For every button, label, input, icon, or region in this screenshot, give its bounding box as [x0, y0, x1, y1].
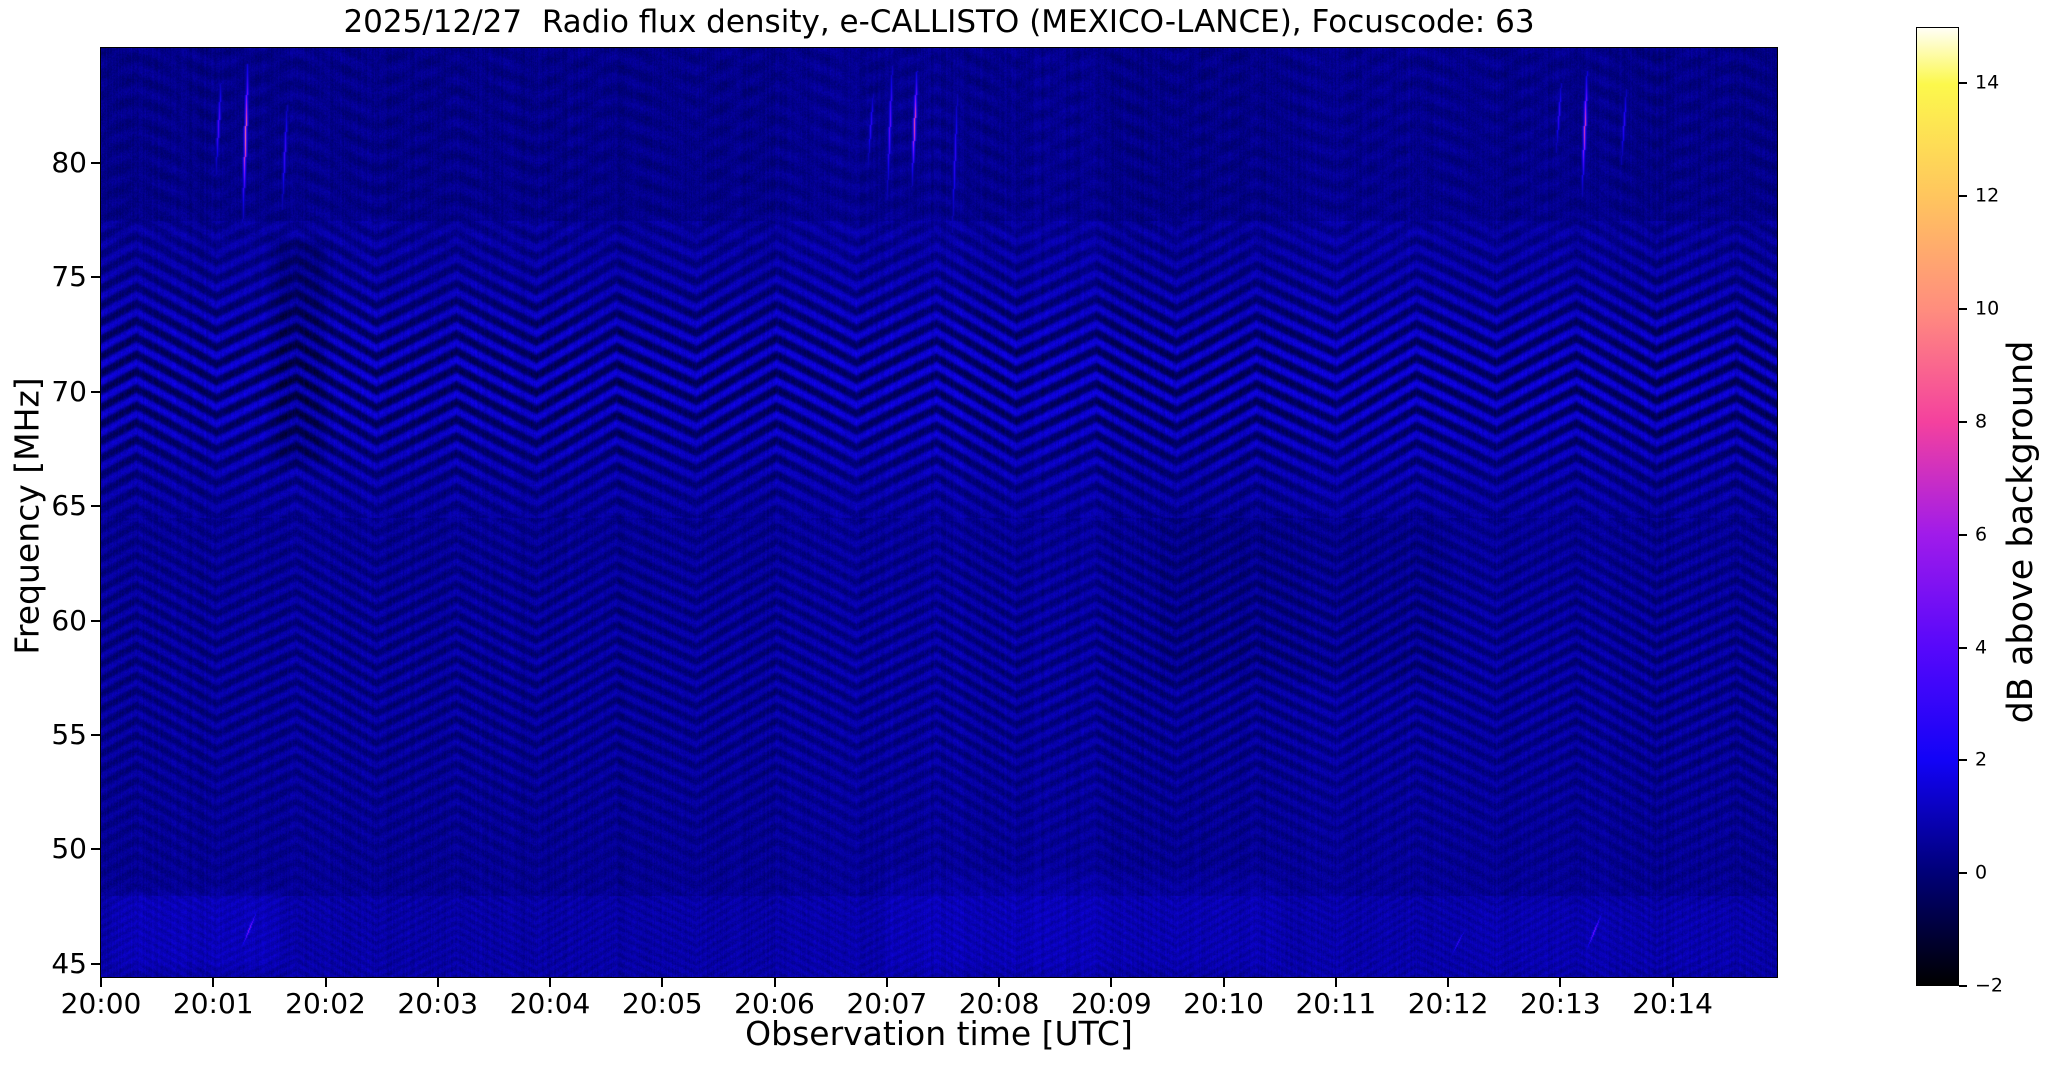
x-tick-mark — [1671, 978, 1674, 987]
x-tick-label: 20:02 — [285, 987, 366, 1020]
colorbar-tick-mark — [1959, 759, 1967, 762]
colorbar-tick-mark — [1959, 195, 1967, 198]
y-tick-mark — [91, 505, 100, 508]
x-tick-mark — [773, 978, 776, 987]
colorbar-tick-label: 0 — [1975, 861, 1988, 884]
x-tick-label: 20:10 — [1183, 987, 1264, 1020]
chart-title: 2025/12/27 Radio flux density, e-CALLIST… — [343, 4, 1535, 40]
x-tick-mark — [212, 978, 215, 987]
x-tick-mark — [549, 978, 552, 987]
colorbar-tick-label: 4 — [1975, 636, 1988, 659]
x-tick-label: 20:07 — [846, 987, 928, 1020]
y-tick-label: 45 — [51, 946, 87, 980]
x-tick-label: 20:06 — [734, 987, 815, 1020]
x-tick-mark — [1222, 978, 1225, 987]
x-tick-label: 20:09 — [1070, 987, 1152, 1020]
colorbar-tick-mark — [1959, 646, 1967, 649]
y-tick-label: 75 — [51, 260, 87, 294]
colorbar-tick-label: 8 — [1975, 410, 1988, 433]
y-tick-label: 50 — [51, 832, 87, 866]
y-tick-label: 65 — [51, 489, 87, 523]
spectrogram-plot — [100, 47, 1778, 978]
colorbar-tick-mark — [1959, 82, 1967, 85]
colorbar-tick-mark — [1959, 308, 1967, 311]
x-tick-label: 20:14 — [1632, 987, 1713, 1020]
y-tick-mark — [91, 390, 100, 393]
x-tick-mark — [1447, 978, 1450, 987]
y-tick-label: 80 — [51, 146, 87, 180]
x-tick-mark — [1110, 978, 1113, 987]
colorbar-tick-mark — [1959, 872, 1967, 875]
y-axis-label: Frequency [MHz] — [7, 377, 47, 655]
y-tick-mark — [91, 848, 100, 851]
y-tick-label: 55 — [51, 717, 87, 751]
x-tick-label: 20:11 — [1295, 987, 1377, 1020]
colorbar-label: dB above background — [2001, 340, 2041, 724]
colorbar-tick-mark — [1959, 985, 1967, 987]
x-tick-label: 20:03 — [397, 987, 479, 1020]
colorbar-tick-label: 6 — [1975, 523, 1988, 546]
colorbar-tick-label: 2 — [1975, 748, 1988, 771]
x-tick-mark — [1334, 978, 1337, 987]
x-tick-mark — [100, 978, 102, 987]
spectrogram-image — [101, 48, 1777, 977]
colorbar-tick-label: −2 — [1975, 974, 2004, 997]
y-tick-mark — [91, 162, 100, 165]
x-tick-mark — [324, 978, 327, 987]
x-tick-mark — [998, 978, 1001, 987]
x-tick-mark — [1559, 978, 1562, 987]
colorbar-tick-label: 12 — [1975, 184, 2000, 207]
x-tick-label: 20:12 — [1407, 987, 1489, 1020]
y-tick-mark — [91, 276, 100, 279]
colorbar-tick-label: 10 — [1975, 297, 2000, 320]
x-tick-mark — [661, 978, 664, 987]
y-tick-mark — [91, 962, 100, 965]
y-tick-mark — [91, 733, 100, 736]
colorbar-tick-mark — [1959, 420, 1967, 423]
y-tick-mark — [91, 619, 100, 622]
x-tick-label: 20:08 — [958, 987, 1040, 1020]
y-tick-label: 70 — [51, 374, 87, 408]
colorbar-tick-label: 14 — [1975, 71, 2000, 94]
x-tick-label: 20:13 — [1519, 987, 1601, 1020]
x-tick-mark — [436, 978, 439, 987]
colorbar — [1916, 27, 1959, 986]
x-tick-label: 20:00 — [60, 987, 142, 1020]
x-tick-mark — [885, 978, 888, 987]
x-tick-label: 20:05 — [621, 987, 703, 1020]
y-tick-label: 60 — [51, 603, 87, 637]
x-tick-label: 20:04 — [509, 987, 591, 1020]
x-axis-label: Observation time [UTC] — [745, 1014, 1133, 1053]
colorbar-tick-mark — [1959, 533, 1967, 536]
x-tick-label: 20:01 — [172, 987, 254, 1020]
